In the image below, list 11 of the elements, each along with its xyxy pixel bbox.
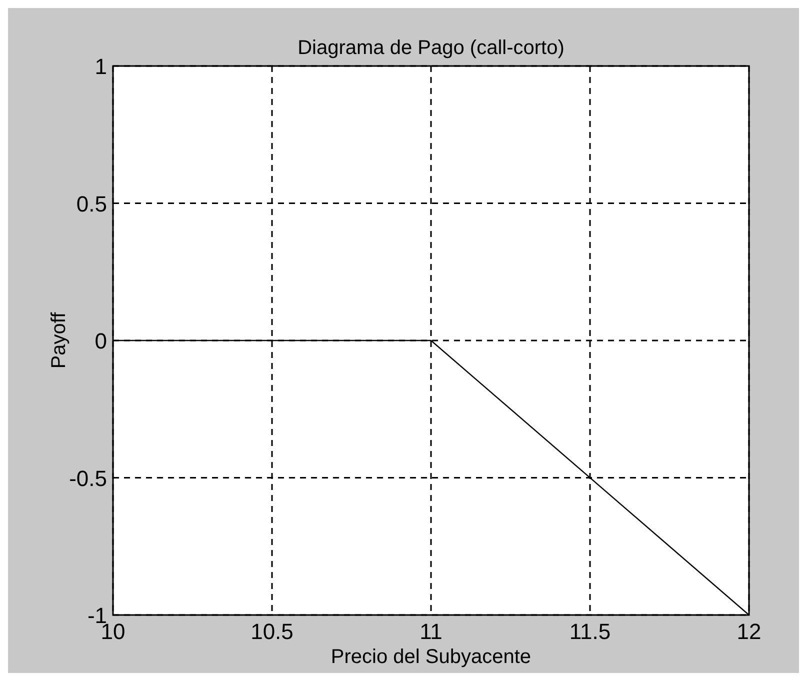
x-tick-label: 12 — [736, 619, 762, 644]
x-tick-label: 11 — [420, 619, 442, 644]
y-tick-label: 1 — [94, 54, 107, 79]
chart-title: Diagrama de Pago (call-corto) — [298, 37, 564, 59]
x-axis-title: Precio del Subyacente — [330, 646, 532, 668]
x-tick-label: 10.5 — [250, 619, 294, 644]
y-tick-label: 0 — [94, 328, 107, 354]
x-tick-label: 11.5 — [569, 619, 611, 644]
y-axis-title: Payoff — [48, 312, 70, 369]
y-tick-label: -0.5 — [69, 466, 107, 491]
y-tick-label: 0.5 — [76, 191, 107, 216]
